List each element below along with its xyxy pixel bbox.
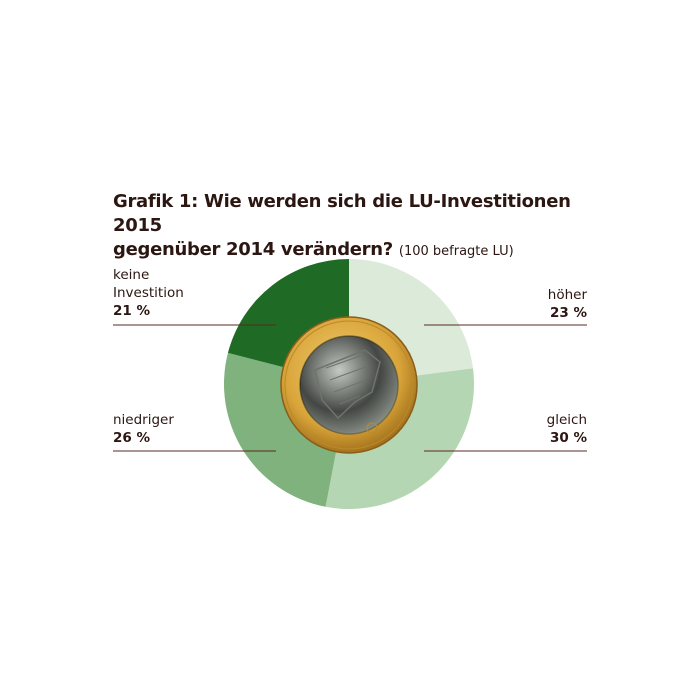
label-niedriger-line1: niedriger [113, 412, 174, 428]
title-line-2-text: gegenüber 2014 verändern? [113, 239, 393, 260]
label-keine-pct: 21 % [113, 303, 151, 319]
label-keine-line1: keine [113, 267, 150, 283]
label-niedriger: niedriger 26 % [113, 411, 174, 447]
chart-title: Grafik 1: Wie werden sich die LU-Investi… [113, 190, 583, 264]
label-hoeher: höher 23 % [487, 286, 587, 322]
label-niedriger-pct: 26 % [113, 430, 151, 446]
title-line-2: gegenüber 2014 verändern? (100 befragte … [113, 238, 583, 264]
label-gleich-line1: gleich [546, 412, 587, 428]
label-hoeher-pct: 23 % [549, 305, 587, 321]
label-keine-line2: Investition [113, 285, 184, 301]
euro-coin-icon [280, 316, 418, 454]
label-keine-investition: keine Investition 21 % [113, 266, 184, 320]
label-gleich-pct: 30 % [549, 430, 587, 446]
chart-subtitle: (100 befragte LU) [398, 244, 514, 259]
label-gleich: gleich 30 % [487, 411, 587, 447]
label-hoeher-line1: höher [547, 287, 587, 303]
title-line-1: Grafik 1: Wie werden sich die LU-Investi… [113, 191, 571, 236]
